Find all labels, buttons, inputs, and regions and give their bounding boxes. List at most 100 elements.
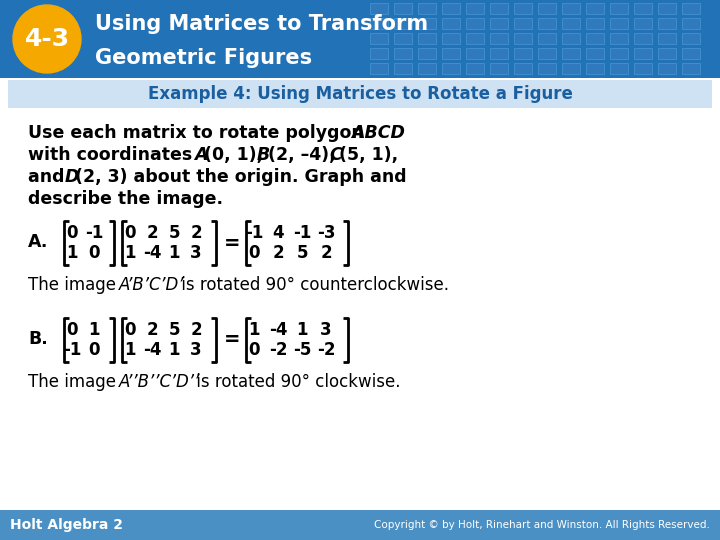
Text: -5: -5 (293, 341, 311, 359)
Bar (442, 18, 460, 29)
Text: 0: 0 (248, 341, 260, 359)
Text: ABCD: ABCD (351, 124, 405, 142)
Bar (682, 18, 700, 29)
Text: 5: 5 (296, 244, 307, 262)
Circle shape (13, 5, 81, 73)
Bar (514, 33, 532, 44)
Bar (634, 18, 652, 29)
Bar (658, 63, 676, 74)
Bar (418, 33, 436, 44)
Bar (538, 18, 556, 29)
Text: 1: 1 (125, 341, 136, 359)
Bar (682, 33, 700, 44)
Bar (634, 33, 652, 44)
Text: 2: 2 (190, 224, 202, 242)
Bar (442, 33, 460, 44)
Text: -1: -1 (293, 224, 311, 242)
Bar (370, 33, 388, 44)
Bar (634, 48, 652, 59)
Bar (370, 3, 388, 14)
Bar (442, 48, 460, 59)
Bar (418, 48, 436, 59)
Text: -4: -4 (269, 321, 287, 339)
Bar (490, 18, 508, 29)
Bar (634, 63, 652, 74)
Text: 1: 1 (66, 244, 78, 262)
Text: =: = (224, 330, 240, 349)
Text: is rotated 90° counterclockwise.: is rotated 90° counterclockwise. (176, 276, 449, 294)
Bar (610, 48, 628, 59)
Bar (682, 3, 700, 14)
Bar (514, 3, 532, 14)
Bar (562, 3, 580, 14)
Text: A: A (194, 146, 207, 164)
Bar (418, 3, 436, 14)
Text: (2, –4),: (2, –4), (268, 146, 341, 164)
Bar (370, 48, 388, 59)
Text: (0, 1),: (0, 1), (204, 146, 269, 164)
Bar (418, 63, 436, 74)
Text: 1: 1 (125, 244, 136, 262)
Bar (8, 80, 712, 108)
Text: B: B (257, 146, 270, 164)
Text: 0: 0 (66, 224, 78, 242)
Bar (394, 63, 412, 74)
Bar (394, 3, 412, 14)
Bar (610, 63, 628, 74)
Bar (610, 3, 628, 14)
Bar (658, 48, 676, 59)
Text: 3: 3 (320, 321, 332, 339)
Text: 1: 1 (168, 341, 180, 359)
Bar (466, 48, 484, 59)
Bar (514, 63, 532, 74)
Text: 2: 2 (190, 321, 202, 339)
Bar (394, 33, 412, 44)
Text: 0: 0 (66, 321, 78, 339)
Bar (466, 18, 484, 29)
Text: -1: -1 (245, 224, 264, 242)
Bar (562, 18, 580, 29)
Text: 2: 2 (320, 244, 332, 262)
Text: -4: -4 (143, 341, 161, 359)
Text: The image: The image (28, 276, 121, 294)
Text: 2: 2 (146, 224, 158, 242)
Bar (442, 63, 460, 74)
Bar (538, 48, 556, 59)
Text: 5: 5 (168, 224, 180, 242)
Text: Holt Algebra 2: Holt Algebra 2 (10, 518, 123, 532)
Text: is rotated 90° clockwise.: is rotated 90° clockwise. (191, 373, 400, 391)
Bar (682, 48, 700, 59)
Bar (490, 63, 508, 74)
Text: (2, 3) about the origin. Graph and: (2, 3) about the origin. Graph and (75, 168, 407, 186)
Text: -1: -1 (85, 224, 103, 242)
Text: -2: -2 (317, 341, 336, 359)
Text: Geometric Figures: Geometric Figures (95, 48, 312, 68)
Bar (562, 33, 580, 44)
Bar (586, 63, 604, 74)
Text: 1: 1 (248, 321, 260, 339)
Bar (610, 18, 628, 29)
Bar (466, 3, 484, 14)
Text: 0: 0 (89, 244, 100, 262)
Text: 0: 0 (125, 321, 136, 339)
Text: and: and (28, 168, 71, 186)
Text: 4: 4 (272, 224, 284, 242)
Text: 3: 3 (190, 244, 202, 262)
Text: 0: 0 (125, 224, 136, 242)
Text: 1: 1 (296, 321, 307, 339)
Text: 0: 0 (248, 244, 260, 262)
Bar (562, 63, 580, 74)
Text: A.: A. (28, 233, 48, 251)
Bar (490, 48, 508, 59)
Text: Copyright © by Holt, Rinehart and Winston. All Rights Reserved.: Copyright © by Holt, Rinehart and Winsto… (374, 520, 710, 530)
Text: 5: 5 (168, 321, 180, 339)
Bar (586, 33, 604, 44)
Bar (418, 18, 436, 29)
Bar (586, 18, 604, 29)
Bar (466, 63, 484, 74)
Bar (658, 3, 676, 14)
Bar (490, 3, 508, 14)
Bar (658, 18, 676, 29)
Bar (490, 33, 508, 44)
Text: -1: -1 (63, 341, 81, 359)
